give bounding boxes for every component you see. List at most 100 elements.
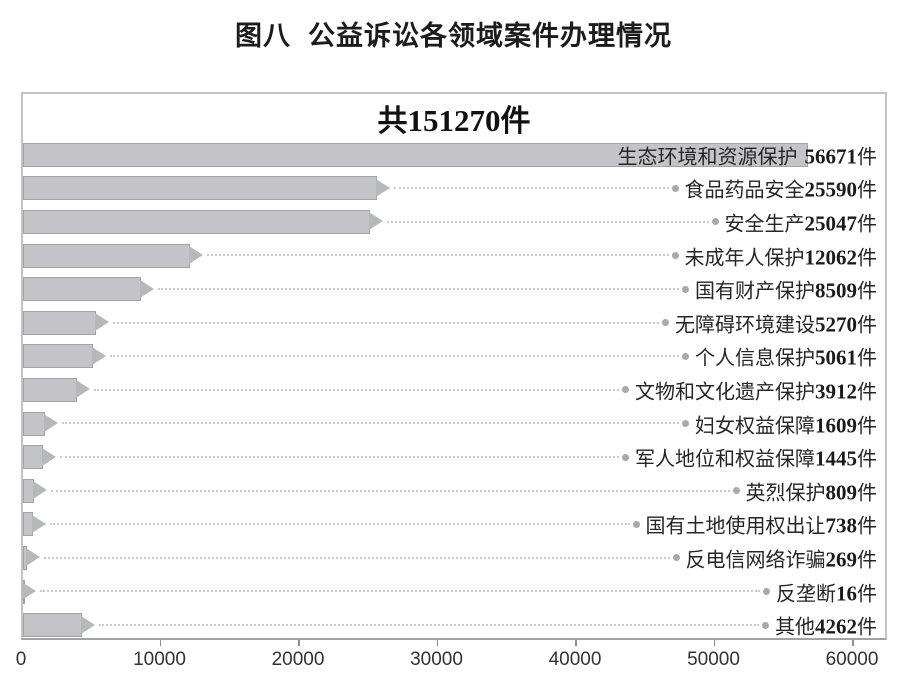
bar-label-name: 生态环境和资源保护 <box>617 146 798 169</box>
bar-arrow-tip <box>44 414 59 433</box>
chart-row: 安全生产25047件 <box>23 205 881 239</box>
leader-dot <box>673 554 680 562</box>
bar-label-name: 国有财产保护 <box>695 280 815 303</box>
leader-dot <box>682 420 689 428</box>
axis-tick-mark <box>713 640 715 646</box>
bar-label: 生态环境和资源保护 56671件 <box>618 140 878 169</box>
leader-dot <box>622 386 629 394</box>
bar-label-name: 国有土地使用权出让 <box>645 515 826 538</box>
total-prefix: 共 <box>377 105 408 138</box>
leader-line <box>394 187 669 190</box>
leader-dot <box>622 453 629 461</box>
bar <box>23 310 96 335</box>
bar-label: 国有土地使用权出让738件 <box>646 510 878 539</box>
bar-label: 妇女权益保障1609件 <box>695 409 877 438</box>
bar-label: 安全生产25047件 <box>725 207 878 236</box>
bar <box>23 445 43 470</box>
bar-label: 反电信网络诈骗269件 <box>686 543 878 572</box>
leader-line <box>40 590 760 593</box>
bar-label-value: 3912 <box>815 379 857 404</box>
bar <box>23 277 141 302</box>
leader-line <box>94 388 619 391</box>
bar-label-unit: 件 <box>857 583 877 606</box>
leader-dot <box>682 285 689 293</box>
bar-label: 英烈保护809件 <box>746 476 878 505</box>
x-axis: 0 10000 20000 30000 40000 50000 60000 <box>0 640 907 680</box>
bar <box>23 344 94 369</box>
leader-dot <box>672 252 679 260</box>
leader-line <box>62 422 679 425</box>
leader-line <box>110 355 679 358</box>
bar-arrow-tip <box>22 582 37 601</box>
leader-dot <box>733 487 740 495</box>
bar-label-name: 食品药品安全 <box>684 179 805 202</box>
bar-label-value: 16 <box>836 581 857 606</box>
axis-tick-mark <box>159 640 161 646</box>
leader-dot <box>712 218 719 226</box>
page-title: 图八 公益诉讼各领域案件办理情况 <box>234 21 672 51</box>
bar-arrow-tip <box>32 514 47 533</box>
bar-label-name: 其他 <box>775 616 815 639</box>
chart-row: 生态环境和资源保护 56671件 <box>23 138 881 172</box>
leader-line <box>386 220 709 223</box>
chart-row: 其他4262件 <box>23 608 881 642</box>
bar-label-unit: 件 <box>857 347 877 370</box>
bar-label-unit: 件 <box>857 448 877 471</box>
axis-tick-mark <box>852 640 854 646</box>
bar-label: 未成年人保护12062件 <box>685 241 878 270</box>
bar-arrow-tip <box>376 178 391 197</box>
bar-label-unit: 件 <box>857 280 877 303</box>
bar <box>23 377 78 402</box>
bar-label-unit: 件 <box>857 179 877 202</box>
leader-line <box>112 321 659 324</box>
bar-label-value: 8509 <box>815 278 857 303</box>
chart-row: 文物和文化遗产保护3912件 <box>23 373 881 407</box>
leader-dot <box>763 588 770 596</box>
leader-dot <box>633 520 640 528</box>
bar-label-name: 反垄断 <box>776 583 836 606</box>
bar <box>23 243 191 268</box>
bar <box>23 176 378 201</box>
bar-label-unit: 件 <box>857 247 877 270</box>
leader-dot <box>682 352 689 360</box>
chart-row: 英烈保护809件 <box>23 474 881 508</box>
axis-tick-mark <box>298 640 300 646</box>
bar-label-value: 5270 <box>815 312 857 337</box>
bar-label-unit: 件 <box>857 314 877 337</box>
chart-row: 食品药品安全25590件 <box>23 172 881 206</box>
leader-dot <box>662 319 669 327</box>
bar-label: 国有财产保护8509件 <box>695 275 877 304</box>
bar-label: 反垄断16件 <box>776 577 877 606</box>
bar-label-unit: 件 <box>857 515 877 538</box>
chart-row: 反垄断16件 <box>22 575 881 609</box>
axis-tick-label: 50000 <box>687 649 740 670</box>
bar-label-value: 25590 <box>804 177 858 202</box>
total-unit: 件 <box>500 105 531 138</box>
bar-label-unit: 件 <box>857 213 877 236</box>
leader-line <box>60 455 619 458</box>
bar-label-name: 英烈保护 <box>745 482 826 505</box>
leader-dot <box>672 184 679 192</box>
bar-label-unit: 件 <box>857 381 877 404</box>
bar-label-name: 军人地位和权益保障 <box>635 448 815 471</box>
bar-label-value: 1445 <box>815 446 857 471</box>
bar <box>23 209 370 234</box>
bar-arrow-tip <box>189 246 204 265</box>
leader-line <box>99 623 759 626</box>
axis-tick-label: 0 <box>15 649 27 670</box>
bar-arrow-tip <box>94 313 109 332</box>
bar-label-unit: 件 <box>857 146 877 169</box>
bar-label-value: 1609 <box>815 413 857 438</box>
bar <box>23 613 83 638</box>
bar-arrow-tip <box>81 615 96 634</box>
chart-row: 妇女权益保障1609件 <box>23 407 881 441</box>
bar-label-unit: 件 <box>857 616 877 639</box>
chart-area: 共151270件 生态环境和资源保护 56671件 食品药品安全25590件 安全生产… <box>21 92 887 640</box>
axis-tick-label: 20000 <box>271 649 325 670</box>
chart-row: 军人地位和权益保障1445件 <box>23 440 881 474</box>
bar-label-value: 809 <box>825 480 858 505</box>
bar-label-value: 56671 <box>804 144 858 169</box>
bar-label-unit: 件 <box>857 549 877 572</box>
bar-arrow-tip <box>76 380 91 399</box>
axis-tick-label: 40000 <box>548 649 602 670</box>
